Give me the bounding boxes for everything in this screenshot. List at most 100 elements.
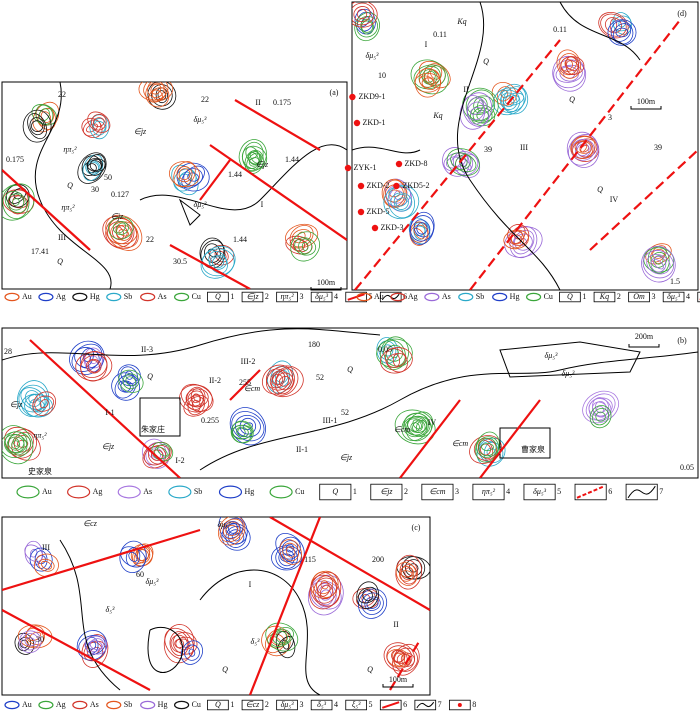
contour (156, 446, 168, 457)
contour (390, 192, 413, 212)
contour (352, 2, 375, 26)
contour (392, 353, 401, 367)
contour (86, 358, 102, 374)
contour (642, 250, 675, 279)
legend-symbol: ∈cz (246, 700, 261, 709)
legend-box (593, 291, 616, 303)
zone: III-1 (323, 416, 338, 425)
legend-box (207, 291, 229, 303)
contour (21, 633, 40, 651)
legend-symbol: Q (215, 700, 221, 709)
legend-label: Sb (194, 487, 202, 496)
contour (383, 642, 416, 672)
contour (467, 101, 485, 121)
legend: Au Ag As Sb Hg Cu Q 1 ∈cz 2 δμ₅³ 3 δ₅³ 4 ξ₅³ 5 6 7 8 (4, 699, 476, 711)
legend-box (472, 483, 505, 501)
unit: ∈cm (452, 439, 469, 448)
legend-box (414, 699, 437, 711)
contour (381, 344, 394, 357)
legends: Au Ag Hg Sb As Cu Q 1 ∈jz 2 ηπ₅² 3 δμ₅³ 4 5 6Au Ag As Sb Hg… (4, 291, 700, 711)
fault (479, 399, 541, 478)
contour (386, 649, 411, 668)
contour (393, 193, 409, 210)
drillhole: ZKD-2 (366, 181, 389, 190)
contour (465, 89, 496, 121)
contour (223, 521, 241, 540)
fault (589, 149, 698, 251)
contour (290, 231, 320, 262)
legend-label: Hg (244, 487, 254, 496)
contour-value: 28 (4, 347, 12, 356)
legend-swatch (525, 292, 542, 302)
zone: I-2 (175, 456, 184, 465)
contour (93, 117, 105, 128)
contour (414, 67, 441, 98)
contour (138, 82, 174, 102)
contour (478, 437, 497, 457)
contour (650, 251, 668, 268)
unit: ∈jz (256, 160, 269, 169)
fault (389, 639, 421, 691)
contour-value: 22 (58, 90, 66, 99)
contour (76, 630, 108, 661)
drillhole-marker (395, 160, 403, 168)
contour-value: 0.05 (378, 345, 392, 354)
legend-swatch (174, 700, 190, 710)
legend-swatch (4, 292, 20, 302)
contour (29, 631, 42, 641)
contour (400, 570, 413, 578)
contour-value: 1.5 (670, 277, 680, 286)
legend-box (319, 483, 352, 501)
panel-label: (d) (677, 9, 687, 18)
contour (410, 215, 434, 242)
contour (145, 82, 170, 108)
fault (2, 528, 201, 592)
contour (29, 117, 45, 136)
contour (566, 60, 579, 71)
contour (242, 141, 264, 169)
zone: III (520, 143, 528, 152)
drillhole: ZYK-1 (353, 163, 376, 172)
contour (383, 340, 406, 367)
legend-symbol: ξ₅³ (352, 700, 361, 709)
contour (176, 162, 210, 192)
drillhole-marker (357, 182, 365, 190)
contour (25, 625, 45, 648)
legend-swatch (106, 292, 122, 302)
contour (450, 152, 477, 173)
contour (512, 229, 535, 255)
contour (358, 588, 388, 619)
contour (2, 425, 34, 465)
legend: AuAgAsSbHgCuQ1Kq2Om3δμ₅³4567 (356, 291, 700, 303)
legend-symbol: Q (567, 292, 573, 301)
legend-box (241, 699, 264, 711)
legend-label: Hg (90, 292, 100, 301)
legend-fault (382, 701, 400, 709)
drillhole-marker (349, 93, 356, 101)
contour-value: 60 (136, 570, 144, 579)
legend-swatch (492, 292, 508, 302)
boundary (457, 2, 561, 290)
contour (80, 354, 108, 379)
contour (234, 414, 261, 438)
contour (147, 82, 165, 98)
contour (128, 551, 138, 562)
unit: ∈jz (102, 442, 115, 451)
unit: ∈cz (83, 519, 98, 528)
unit: Q (347, 365, 353, 374)
drillhole-marker (357, 208, 365, 216)
legend-box (662, 291, 685, 303)
contour (112, 220, 129, 235)
contour (588, 397, 613, 417)
unit: δμ₅³ (562, 369, 576, 378)
legend-swatch (140, 700, 156, 710)
contour (470, 107, 482, 115)
contour (481, 443, 494, 452)
unit: Kq (456, 17, 466, 26)
legend-box (207, 699, 229, 711)
contour (193, 393, 202, 403)
legend-box (559, 291, 581, 303)
drillhole: ZKD-3 (380, 223, 403, 232)
panel-b-frame (1, 327, 699, 479)
panel-a-frame (1, 81, 348, 290)
